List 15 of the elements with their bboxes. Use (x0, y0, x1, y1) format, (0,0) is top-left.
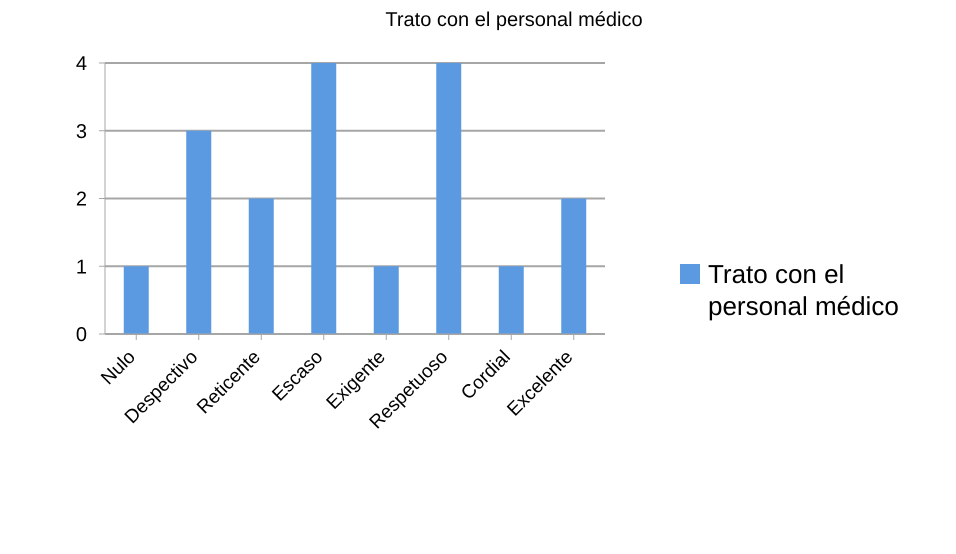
y-tick-label: 0 (76, 324, 87, 346)
bar (124, 266, 149, 334)
y-tick-label: 2 (76, 188, 87, 211)
bar (498, 266, 524, 334)
bar (311, 63, 336, 334)
y-tick-label: 3 (76, 120, 87, 143)
bar (374, 266, 399, 334)
chart-title: Trato con el personal médico (384, 8, 644, 32)
bar (186, 130, 212, 334)
bar (436, 63, 462, 334)
bar (248, 198, 274, 334)
legend-label: Trato con el personal médico (708, 258, 900, 322)
y-tick-label: 1 (76, 256, 87, 278)
y-tick-label: 4 (76, 53, 87, 76)
bar (561, 198, 586, 334)
